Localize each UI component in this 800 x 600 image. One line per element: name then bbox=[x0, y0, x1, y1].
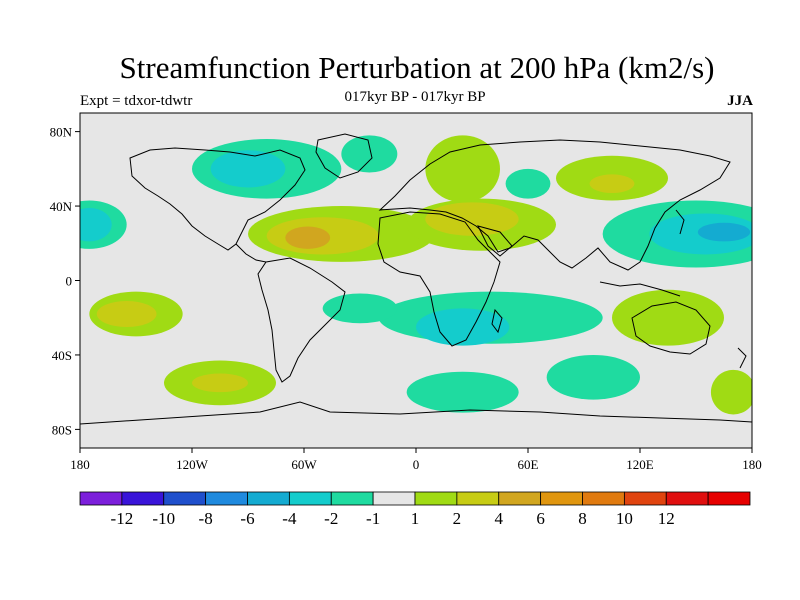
colorbar-label: -4 bbox=[282, 509, 297, 528]
colorbar-label: 12 bbox=[658, 509, 675, 528]
anomaly-southern-ocean-4 bbox=[192, 373, 248, 393]
lon-tick-label: 180 bbox=[70, 457, 90, 472]
lon-tick-label: 120W bbox=[176, 457, 209, 472]
coast-new-zealand bbox=[737, 347, 747, 369]
colorbar-swatch bbox=[288, 491, 332, 506]
anomaly-layer bbox=[80, 135, 752, 415]
coast-australia bbox=[631, 301, 711, 355]
colorbar-swatch bbox=[163, 491, 207, 506]
colorbar: -12 -10 -8 -6 -4 -2 -1 1 2 4 6 8 10 12 bbox=[79, 491, 751, 528]
anomaly-south-pacific-4 bbox=[96, 300, 157, 328]
colorbar-swatch bbox=[498, 491, 542, 506]
period-label: 017kyr BP - 017kyr BP bbox=[344, 89, 486, 105]
lon-tick-label: 60E bbox=[518, 457, 539, 472]
colorbar-label: -6 bbox=[240, 509, 254, 528]
colorbar-label: 4 bbox=[495, 509, 504, 528]
lat-tick-label: 80S bbox=[52, 422, 72, 437]
lat-tick-label: 40N bbox=[50, 199, 73, 214]
map-title: Streamfunction Perturbation at 200 hPa (… bbox=[119, 50, 715, 85]
coast-antarctica bbox=[80, 401, 752, 425]
latitude-axis: 80N 40N 0 40S 80S bbox=[50, 125, 80, 437]
colorbar-swatch bbox=[414, 491, 458, 506]
coast-japan bbox=[675, 209, 685, 235]
colorbar-swatch bbox=[121, 491, 165, 506]
anomaly-siberia-negative bbox=[505, 168, 551, 199]
experiment-label: Expt = tdxor-tdwtr bbox=[80, 93, 193, 109]
colorbar-label: -12 bbox=[111, 509, 134, 528]
lon-tick-label: 0 bbox=[413, 457, 420, 472]
coast-north-america bbox=[129, 147, 306, 251]
colorbar-swatch bbox=[79, 491, 123, 506]
colorbar-label: 1 bbox=[411, 509, 420, 528]
colorbar-swatch bbox=[540, 491, 583, 506]
colorbar-label: -2 bbox=[324, 509, 338, 528]
anomaly-mid-atlantic-6 bbox=[285, 226, 331, 249]
colorbar-label: -1 bbox=[366, 509, 380, 528]
colorbar-label: 6 bbox=[536, 509, 545, 528]
anomaly-west-pacific-6 bbox=[697, 222, 751, 242]
colorbar-swatch bbox=[247, 491, 290, 506]
coast-indonesia bbox=[599, 281, 681, 297]
colorbar-swatch bbox=[372, 491, 416, 506]
colorbar-label: 2 bbox=[453, 509, 462, 528]
anomaly-north-atlantic-negative bbox=[341, 135, 398, 173]
colorbar-swatch bbox=[623, 491, 667, 506]
lon-tick-label: 180 bbox=[742, 457, 762, 472]
coast-greenland bbox=[315, 133, 373, 179]
colorbar-swatch bbox=[330, 491, 374, 506]
colorbar-label: 8 bbox=[578, 509, 587, 528]
colorbar-label: -8 bbox=[199, 509, 213, 528]
colorbar-label: -10 bbox=[152, 509, 175, 528]
coast-south-america bbox=[257, 257, 346, 383]
lat-tick-label: 0 bbox=[66, 274, 73, 289]
colorbar-swatch bbox=[205, 491, 248, 506]
colorbar-swatch bbox=[456, 491, 500, 506]
anomaly-south-atlantic-negative bbox=[322, 293, 398, 324]
anomaly-north-america-core bbox=[210, 150, 286, 188]
colorbar-swatch bbox=[582, 491, 625, 506]
anomaly-europe-positive bbox=[425, 135, 500, 203]
longitude-axis: 180 120W 60W 0 60E 120E 180 bbox=[70, 448, 762, 472]
anomaly-east-pacific-4 bbox=[80, 207, 112, 242]
lon-tick-label: 60W bbox=[291, 457, 317, 472]
season-label: JJA bbox=[727, 93, 753, 109]
anomaly-east-asia-4 bbox=[589, 174, 635, 194]
colorbar-swatch bbox=[707, 491, 751, 506]
anomaly-africa-4 bbox=[425, 202, 519, 236]
colorbar-swatch bbox=[665, 491, 709, 506]
coastline-layer bbox=[80, 133, 752, 425]
anomaly-south-pacific-west-positive bbox=[710, 369, 752, 415]
colorbar-label: 10 bbox=[616, 509, 633, 528]
coast-madagascar bbox=[491, 308, 503, 334]
coast-arabia bbox=[477, 225, 513, 257]
anomaly-southern-ocean-negative-east bbox=[546, 354, 640, 400]
coast-central-america bbox=[235, 243, 267, 263]
anomaly-southern-ocean-negative bbox=[406, 371, 519, 413]
lat-tick-label: 80N bbox=[50, 125, 73, 140]
coast-africa bbox=[377, 211, 501, 347]
lon-tick-label: 120E bbox=[626, 457, 654, 472]
lat-tick-label: 40S bbox=[52, 348, 72, 363]
coast-eurasia bbox=[378, 139, 731, 271]
anomaly-south-indian-4 bbox=[416, 308, 510, 346]
anomaly-australia-positive bbox=[612, 289, 724, 346]
